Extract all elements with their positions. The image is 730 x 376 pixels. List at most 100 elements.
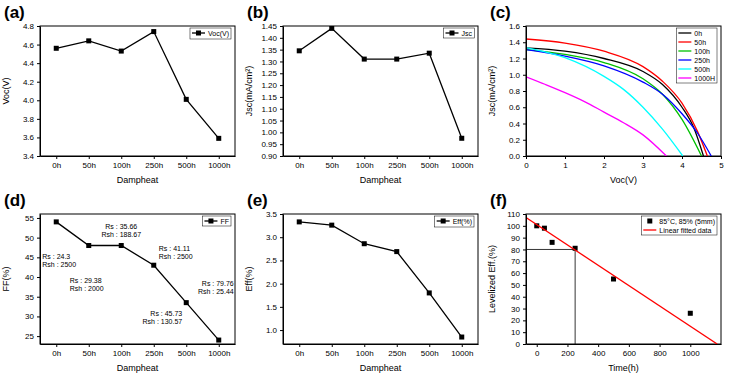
tick: 1.0 bbox=[509, 71, 526, 80]
tick: 1000h bbox=[208, 156, 230, 170]
tick-label: 0 bbox=[524, 161, 529, 170]
x-axis: 0h50h100h250h500h1000h bbox=[41, 156, 236, 170]
tick-mark bbox=[280, 97, 283, 98]
tick-label: 100h bbox=[113, 161, 131, 170]
tick-label: 50h bbox=[83, 161, 96, 170]
tick-label: 1.5 bbox=[266, 303, 278, 312]
tick-label: 500h bbox=[178, 349, 196, 358]
tick-mark bbox=[280, 26, 283, 27]
tick-label: 30 bbox=[25, 312, 34, 321]
tick-mark bbox=[523, 344, 526, 345]
tick-mark bbox=[186, 344, 187, 347]
tick: 3.8 bbox=[23, 115, 40, 124]
tick-label: 40 bbox=[511, 293, 520, 302]
tick: 0h bbox=[52, 156, 61, 170]
tick: 500h bbox=[421, 344, 439, 358]
x-axis: 0h50h100h250h500h1000h bbox=[41, 344, 236, 358]
data-point bbox=[459, 335, 464, 340]
axis-line bbox=[526, 27, 527, 157]
tick-label: 110 bbox=[507, 210, 520, 219]
legend-label: Jsc bbox=[462, 30, 473, 37]
panel: 0h50h100h250h500h1000h3.43.63.84.04.24.4… bbox=[1, 3, 236, 185]
tick-label: 0.95 bbox=[261, 140, 277, 149]
panel: 0h50h100h250h500h1000h1.01.52.02.53.03.5… bbox=[244, 191, 479, 373]
tick: 600 bbox=[623, 344, 637, 358]
tick-mark bbox=[37, 100, 40, 101]
tick: 0h bbox=[52, 344, 61, 358]
tick: 40 bbox=[511, 293, 526, 302]
tick-mark bbox=[219, 156, 220, 159]
legend-label: Linear fitted data bbox=[659, 227, 711, 234]
data-point bbox=[329, 223, 334, 228]
tick: 100h bbox=[113, 156, 131, 170]
tick-label: 1.0 bbox=[509, 71, 521, 80]
legend: Voc(V) bbox=[190, 28, 231, 39]
tick-mark bbox=[523, 309, 526, 310]
tick-label: 50h bbox=[326, 349, 339, 358]
data-point bbox=[394, 57, 399, 62]
tick-label: 55 bbox=[25, 214, 34, 223]
tick-label: 4.8 bbox=[23, 22, 35, 31]
tick: 3.5 bbox=[266, 210, 283, 219]
plot-frame bbox=[283, 214, 478, 344]
legend: 85°C, 85% (5mm)Linear fitted data bbox=[641, 216, 717, 235]
tick-label: 1000h bbox=[208, 349, 230, 358]
tick-mark bbox=[280, 307, 283, 308]
plot-area bbox=[54, 29, 222, 141]
tick: 0 bbox=[535, 344, 540, 358]
data-point bbox=[151, 29, 156, 34]
tick-label: 50 bbox=[25, 234, 34, 243]
panel-label: (c) bbox=[490, 3, 511, 22]
legend-label: FF bbox=[220, 218, 229, 225]
tick-mark bbox=[37, 316, 40, 317]
axis-line bbox=[283, 27, 284, 157]
tick-label: 4.2 bbox=[23, 78, 35, 87]
tick-label: 4.0 bbox=[23, 96, 35, 105]
tick-mark bbox=[280, 260, 283, 261]
tick-label: 0h bbox=[52, 349, 61, 358]
series-line bbox=[299, 28, 462, 138]
tick-label: 35 bbox=[25, 293, 34, 302]
figure: 0h50h100h250h500h1000h3.43.63.84.04.24.4… bbox=[0, 0, 730, 376]
data-point bbox=[297, 48, 302, 53]
tick-label: 200 bbox=[561, 349, 575, 358]
tick-mark bbox=[598, 344, 599, 347]
series-line bbox=[526, 77, 666, 156]
tick-mark bbox=[523, 42, 526, 43]
tick: 1.00 bbox=[261, 128, 283, 137]
tick-label: 1.00 bbox=[261, 128, 277, 137]
tick: 1.25 bbox=[261, 69, 283, 78]
tick: 4.4 bbox=[23, 59, 40, 68]
tick-mark bbox=[537, 344, 538, 347]
tick: 0 bbox=[516, 340, 526, 349]
tick: 45 bbox=[25, 253, 40, 262]
axis-line bbox=[526, 215, 527, 345]
tick: 4 bbox=[680, 156, 685, 170]
tick-label: 1.4 bbox=[509, 38, 521, 47]
tick: 0 bbox=[524, 156, 529, 170]
tick-mark bbox=[89, 344, 90, 347]
axis-line bbox=[40, 27, 41, 157]
tick-label: 1.25 bbox=[261, 69, 277, 78]
legend-box bbox=[676, 28, 717, 83]
legend-swatch bbox=[643, 229, 656, 230]
tick: 100h bbox=[356, 344, 374, 358]
y-axis: 0102030405060708090100110 bbox=[507, 210, 527, 349]
tick-mark bbox=[523, 124, 526, 125]
tick-mark bbox=[299, 344, 300, 347]
tick: 60 bbox=[511, 269, 526, 278]
tick: 1000h bbox=[451, 156, 473, 170]
tick-label: 20 bbox=[511, 316, 520, 325]
data-point bbox=[54, 46, 59, 51]
tick-label: 0.0 bbox=[509, 152, 521, 161]
axis-line bbox=[284, 344, 479, 345]
y-axis: 0.00.20.40.60.81.01.21.41.6 bbox=[509, 22, 527, 161]
annotation: Rs : 24.3 bbox=[42, 253, 70, 260]
tick: 1.40 bbox=[261, 34, 283, 43]
tick-mark bbox=[565, 156, 566, 159]
tick-label: 60 bbox=[511, 269, 520, 278]
tick-label: 0 bbox=[516, 340, 521, 349]
tick-label: 100h bbox=[356, 349, 374, 358]
series-line bbox=[526, 218, 717, 344]
tick-label: 100 bbox=[507, 222, 521, 231]
